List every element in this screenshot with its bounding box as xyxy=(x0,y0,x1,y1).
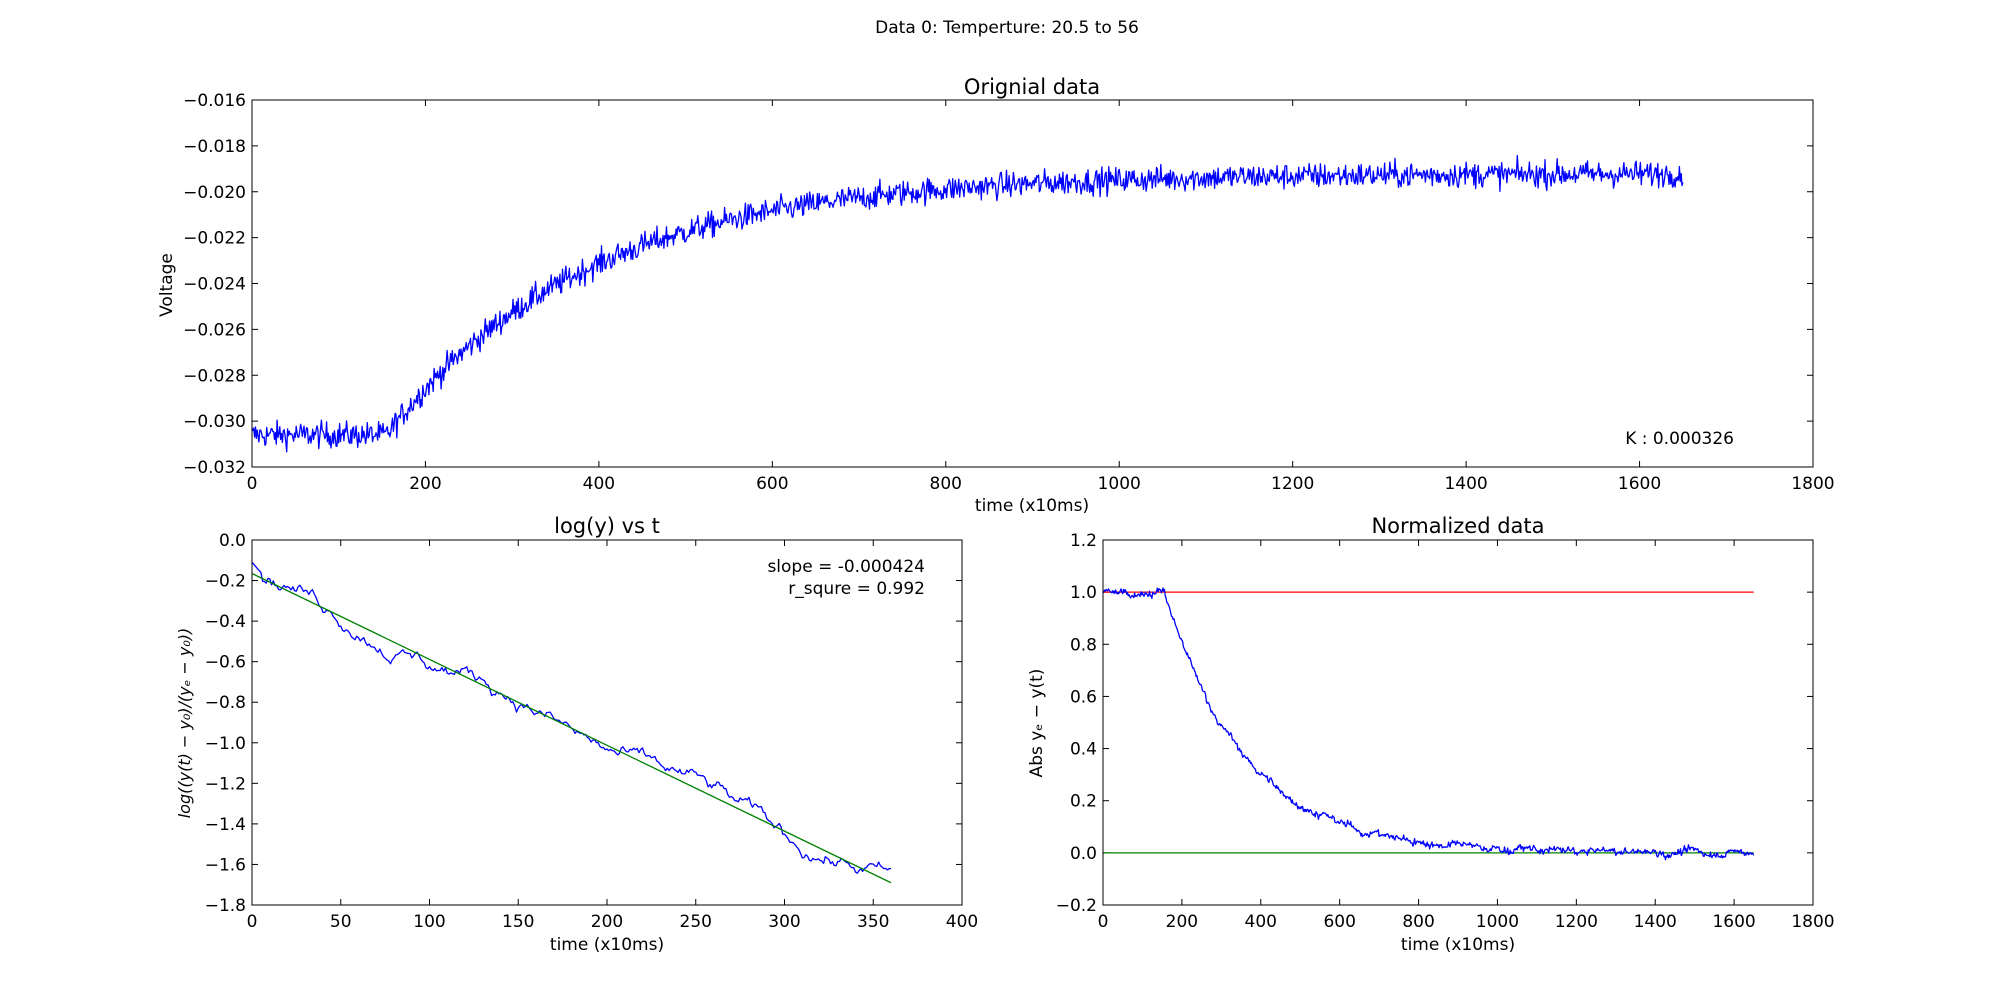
normalized-panel-xtick-label: 400 xyxy=(1245,912,1277,932)
original-data-ytick-label: −0.018 xyxy=(183,137,246,157)
k-annotation: K : 0.000326 xyxy=(1625,429,1734,449)
normalized-panel-frame xyxy=(1102,539,1814,906)
normalized-panel-ylabel: Abs yₑ − y(t) xyxy=(1027,669,1047,778)
figure-suptitle: Data 0: Temperture: 20.5 to 56 xyxy=(875,18,1139,38)
rsquare-annotation: r_squre = 0.992 xyxy=(788,579,925,599)
normalized-panel-ytick-label: 0.2 xyxy=(1070,792,1097,812)
original-data-ticks: 0 200 400 600 800 1000 1200 1400 1600 1800 −0.032 −… xyxy=(183,91,1835,494)
original-data-xtick-label: 600 xyxy=(756,474,788,494)
normalized-panel-xtick-label: 200 xyxy=(1166,912,1198,932)
log-panel-ytick-label: −1.0 xyxy=(205,734,246,754)
log-panel-data-line xyxy=(251,561,892,874)
log-panel-ytick-label: −1.2 xyxy=(205,774,246,794)
log-panel-title: log(y) vs t xyxy=(554,514,660,538)
normalized-panel-xtick-label: 1600 xyxy=(1712,912,1755,932)
normalized-panel-ytick-label: 1.2 xyxy=(1070,531,1097,551)
original-data-ylabel: Voltage xyxy=(157,253,177,317)
normalized-panel-xtick-label: 600 xyxy=(1323,912,1355,932)
normalized-panel-xtick-label: 1800 xyxy=(1791,912,1834,932)
original-data-ytick-label: −0.032 xyxy=(183,458,246,478)
original-data-ytick-label: −0.024 xyxy=(183,275,246,295)
normalized-panel-xtick-label: 1200 xyxy=(1555,912,1598,932)
normalized-panel-ticks: 0 200 400 600 800 1000 1200 1400 1600 1800 −0.2 0.0… xyxy=(1056,531,1835,932)
log-panel-ytick-label: −0.6 xyxy=(205,653,246,673)
normalized-data-line xyxy=(1102,587,1755,861)
normalized-panel-title: Normalized data xyxy=(1371,514,1544,538)
slope-annotation: slope = -0.000424 xyxy=(767,557,925,577)
normalized-panel-xtick-label: 1000 xyxy=(1476,912,1519,932)
original-data-ytick-label: −0.020 xyxy=(183,183,246,203)
original-data-title: Orignial data xyxy=(964,75,1100,99)
log-panel-xtick-label: 50 xyxy=(330,912,352,932)
log-panel-xtick-label: 350 xyxy=(857,912,889,932)
original-data-ytick-label: −0.028 xyxy=(183,366,246,386)
log-panel-xtick-label: 250 xyxy=(680,912,712,932)
normalized-panel-xtick-label: 1400 xyxy=(1634,912,1677,932)
log-panel-ytick-label: −0.2 xyxy=(205,572,246,592)
log-panel-ytick-label: −0.4 xyxy=(205,612,246,632)
normalized-panel-lines xyxy=(1102,587,1755,861)
log-panel-fit-line xyxy=(251,572,892,884)
log-panel-ytick-label: −0.8 xyxy=(205,693,246,713)
original-data-xtick-label: 400 xyxy=(583,474,615,494)
normalized-panel-xtick-label: 0 xyxy=(1098,912,1109,932)
normalized-panel-ytick-label: −0.2 xyxy=(1056,896,1097,916)
normalized-panel-xlabel: time (x10ms) xyxy=(1401,935,1515,955)
original-data-frame xyxy=(251,99,1814,468)
original-data-ytick-label: −0.022 xyxy=(183,229,246,249)
log-panel-lines xyxy=(251,561,892,884)
log-panel-frame xyxy=(251,539,963,906)
log-panel: log(y) vs t time (x10ms) log((y(t) − y₀)… xyxy=(175,514,978,955)
normalized-panel-ytick-label: 0.0 xyxy=(1070,844,1097,864)
log-panel-xtick-label: 400 xyxy=(946,912,978,932)
original-data-xlabel: time (x10ms) xyxy=(975,496,1089,516)
original-data-ytick-label: −0.016 xyxy=(183,91,246,111)
log-panel-xtick-label: 150 xyxy=(502,912,534,932)
original-data-xtick-label: 1600 xyxy=(1618,474,1661,494)
log-panel-xtick-label: 100 xyxy=(413,912,445,932)
original-data-xtick-label: 1400 xyxy=(1444,474,1487,494)
log-panel-ytick-label: −1.4 xyxy=(205,815,246,835)
original-data-ytick-label: −0.030 xyxy=(183,412,246,432)
log-panel-xlabel: time (x10ms) xyxy=(550,935,664,955)
original-data-lines xyxy=(251,154,1684,453)
log-panel-xtick-label: 200 xyxy=(591,912,623,932)
original-data-xtick-label: 800 xyxy=(930,474,962,494)
original-data-xtick-label: 0 xyxy=(247,474,258,494)
original-data-xtick-label: 1000 xyxy=(1098,474,1141,494)
original-data-xtick-label: 1800 xyxy=(1791,474,1834,494)
normalized-panel-xtick-label: 800 xyxy=(1402,912,1434,932)
log-panel-ytick-label: 0.0 xyxy=(219,531,246,551)
normalized-panel-ytick-label: 1.0 xyxy=(1070,583,1097,603)
original-data-ytick-label: −0.026 xyxy=(183,320,246,340)
log-panel-xtick-label: 0 xyxy=(247,912,258,932)
original-data-voltage-line xyxy=(251,154,1684,453)
log-panel-ytick-label: −1.6 xyxy=(205,855,246,875)
normalized-panel-ytick-label: 0.4 xyxy=(1070,740,1097,760)
log-panel-ylabel: log((y(t) − y₀)/(yₑ − y₀)) xyxy=(175,628,194,819)
normalized-panel-ytick-label: 0.8 xyxy=(1070,635,1097,655)
log-panel-ytick-label: −1.8 xyxy=(205,896,246,916)
original-data-xtick-label: 1200 xyxy=(1271,474,1314,494)
normalized-panel: Normalized data time (x10ms) Abs yₑ − y(… xyxy=(1027,514,1835,955)
log-panel-xtick-label: 300 xyxy=(768,912,800,932)
log-panel-ticks: 0 50 100 150 200 250 300 350 400 −1.8 −1.6 −1.4 −1.2… xyxy=(205,531,979,932)
normalized-panel-ytick-label: 0.6 xyxy=(1070,687,1097,707)
original-data-xtick-label: 200 xyxy=(409,474,441,494)
original-data-panel: Orignial data time (x10ms) Voltage 0 200 4… xyxy=(157,75,1835,516)
